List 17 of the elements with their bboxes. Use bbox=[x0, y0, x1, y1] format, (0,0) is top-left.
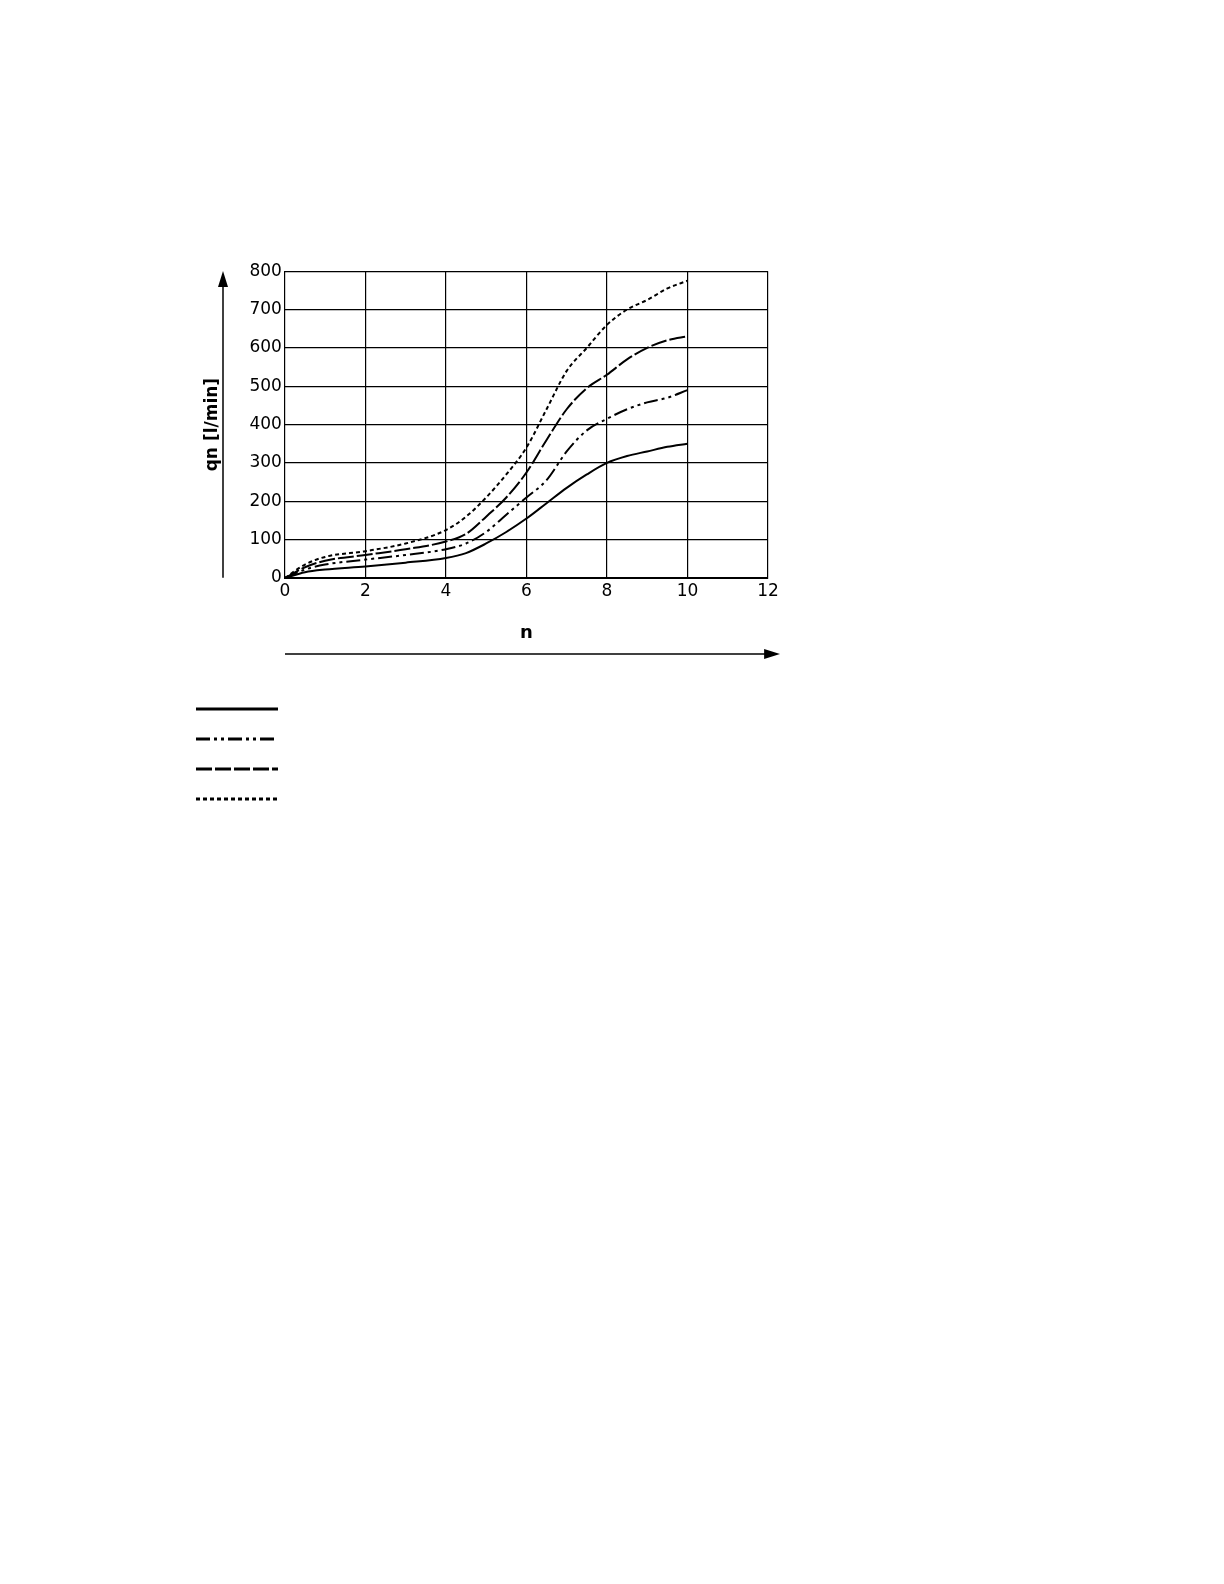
x-tick-label: 4 bbox=[440, 579, 452, 600]
y-tick-label: 200 bbox=[249, 489, 282, 510]
x-tick-label: 8 bbox=[601, 579, 613, 600]
y-tick-label: 700 bbox=[249, 297, 282, 318]
y-tick-label: 0 bbox=[271, 566, 282, 587]
y-tick-label: 100 bbox=[249, 528, 282, 549]
x-tick-label: 6 bbox=[521, 579, 532, 600]
y-tick-label: 400 bbox=[249, 413, 282, 434]
x-axis-title: n bbox=[520, 620, 533, 642]
x-tick-label: 12 bbox=[757, 579, 779, 600]
y-tick-label: 800 bbox=[249, 259, 282, 280]
y-tick-label: 500 bbox=[249, 374, 282, 395]
x-tick-label: 10 bbox=[676, 579, 699, 600]
x-tick-label: 2 bbox=[359, 579, 371, 600]
y-tick-label: 600 bbox=[249, 336, 282, 357]
y-axis-title: qn [l/min] bbox=[200, 377, 221, 472]
y-tick-label: 300 bbox=[249, 451, 282, 472]
